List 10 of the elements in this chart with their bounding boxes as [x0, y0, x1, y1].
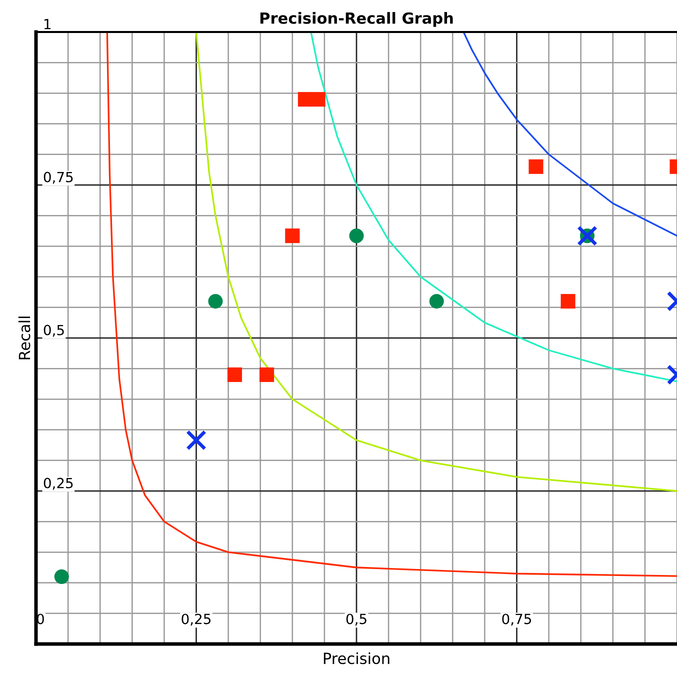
- y-tick-label: 0,5: [44, 324, 64, 337]
- x-axis-title: Precision: [324, 652, 390, 664]
- y-tick-label: 0,25: [44, 478, 73, 490]
- y-tick-label: 0,75: [44, 172, 73, 184]
- chart-title: Precision-Recall Graph: [260, 12, 453, 27]
- x-tick-label: 0,5: [346, 614, 366, 626]
- x-tick-label: 0,25: [182, 614, 210, 626]
- y-tick-label: 1: [44, 18, 50, 30]
- x-tick-label: 0,75: [502, 614, 531, 626]
- y-axis-title: Recall: [18, 316, 30, 360]
